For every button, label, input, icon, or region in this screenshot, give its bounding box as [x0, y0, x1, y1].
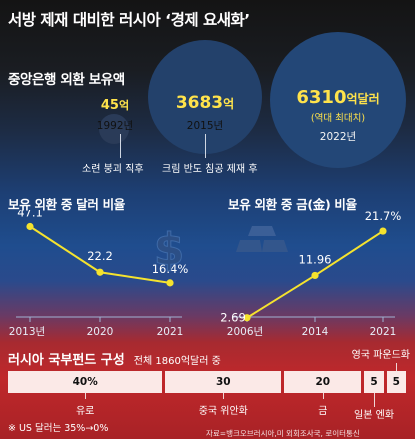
page-title: 서방 제재 대비한 러시아 ‘경제 요새화’ [8, 11, 250, 29]
note-connector-1992 [120, 134, 121, 158]
fund-category-label: 일본 엔화 [354, 410, 395, 421]
note-connector-2015 [205, 134, 206, 158]
reserve-note-2015: 크림 반도 침공 제재 후 [162, 164, 258, 175]
fund-category-label: 중국 위안화 [198, 406, 248, 417]
gold-chart-point [243, 314, 251, 322]
dollar-icon: $ [153, 224, 185, 273]
us-dollar-footnote: ※ US 달러는 35%→0% [8, 423, 109, 434]
reserve-year-2022: 2022년 [319, 131, 357, 143]
fund-segment-connector [374, 393, 376, 407]
reserves-section-title: 중앙은행 외환 보유액 [8, 72, 125, 88]
dollar-chart-point [96, 268, 104, 276]
gold-chart-x-tick-label: 2006년 [227, 326, 263, 338]
gold-chart-title: 보유 외환 중 금(金) 비율 [228, 197, 357, 212]
reserve-note-1992: 소련 붕괴 직후 [82, 164, 144, 175]
dollar-chart-title: 보유 외환 중 달러 비율 [8, 197, 126, 212]
reserve-year-1992: 1992년 [96, 120, 134, 132]
reserve-year-2015: 2015년 [186, 120, 224, 132]
fund-stacked-bar: 40% 30 20 5 5 [8, 371, 406, 393]
dollar-chart-point [26, 222, 34, 231]
dollar-chart-data-label: 16.4% [152, 262, 189, 276]
dollar-chart-data-label: 22.2 [87, 249, 113, 263]
dollar-chart-x-tick-label: 2021 [157, 326, 184, 338]
fund-category-label: 금 [318, 406, 328, 417]
gold-chart-point [311, 271, 319, 280]
fund-segment-connector [223, 393, 225, 399]
svg-text:$: $ [154, 224, 185, 272]
reserve-subnote-2022: (역대 최대치) [310, 113, 366, 124]
dollar-chart: 47.1 2013년 22.2 2020 16.4% 2021 [9, 210, 189, 338]
fund-category-label: 유로 [75, 406, 95, 417]
gold-bars-icon [236, 226, 288, 252]
dollar-chart-data-label: 47.1 [17, 210, 43, 220]
fund-segment: 30 [165, 371, 282, 393]
reserve-value-1992: 45억 [100, 98, 130, 113]
fund-segment: 40% [8, 371, 163, 393]
reserve-value-2015: 3683억 [175, 93, 235, 113]
gold-chart-data-label: 21.7% [365, 210, 402, 223]
source-footnote: 자료=뱅크오브러시아,미 외회조사국, 로이터통신 [206, 429, 360, 438]
reserve-circle-2022 [270, 32, 406, 168]
gold-chart-data-label: 11.96 [299, 252, 332, 266]
gold-chart-point [379, 227, 387, 235]
fund-segment: 5 [364, 371, 384, 393]
gold-chart-x-tick-label: 2014 [302, 326, 329, 338]
reserve-value-2022: 6310억달러 [296, 87, 380, 108]
dollar-chart-point [166, 279, 174, 287]
fund-segment: 5 [386, 371, 406, 393]
fund-segment-connector [85, 393, 87, 399]
dollar-chart-x-tick-label: 2020 [87, 326, 114, 338]
dollar-chart-x-tick-label: 2013년 [9, 326, 45, 338]
gold-chart-data-label: 2.69 [220, 311, 246, 325]
reserve-circle-1992 [99, 114, 129, 144]
gold-chart-x-tick-label: 2021 [370, 326, 397, 338]
fund-segment: 20 [284, 371, 362, 393]
fund-title: 러시아 국부펀드 구성 전체 1860억달러 중 [8, 353, 221, 368]
fund-segment-connector [396, 363, 398, 371]
fund-segment-connector [322, 393, 324, 399]
fund-category-label: 영국 파운드화 [351, 350, 410, 361]
